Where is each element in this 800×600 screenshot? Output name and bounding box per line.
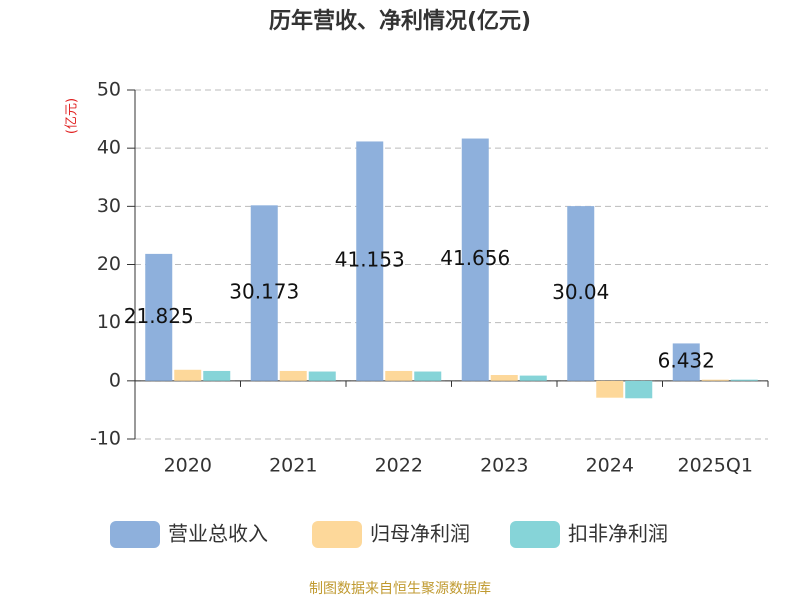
bar xyxy=(596,380,624,398)
y-tick-label: 30 xyxy=(97,195,121,217)
value-label: 41.153 xyxy=(335,248,405,272)
bar xyxy=(385,370,413,381)
legend-label: 营业总收入 xyxy=(168,522,268,546)
bar xyxy=(672,343,700,381)
bar xyxy=(490,375,518,381)
value-label: 41.656 xyxy=(440,246,510,270)
bar xyxy=(567,206,595,381)
value-label: 30.173 xyxy=(229,280,299,304)
y-tick-label: -10 xyxy=(90,428,121,450)
y-tick-label: 10 xyxy=(97,311,121,333)
source-note: 制图数据来自恒生聚源数据库 xyxy=(309,581,491,597)
legend-label: 归母净利润 xyxy=(370,522,470,546)
legend-swatch xyxy=(510,521,560,548)
legend-label: 扣非净利润 xyxy=(568,522,668,546)
bar xyxy=(174,369,202,381)
bar xyxy=(414,371,442,381)
bar xyxy=(701,379,729,381)
y-tick-label: 20 xyxy=(97,253,121,275)
bar xyxy=(625,380,653,399)
chart-title: 历年营收、净利情况(亿元) xyxy=(269,8,531,34)
bar xyxy=(356,141,384,381)
x-tick-label: 2022 xyxy=(375,455,423,477)
legend-swatch xyxy=(110,521,160,548)
y-tick-label: 0 xyxy=(109,369,121,391)
y-tick-label: 50 xyxy=(97,79,121,101)
bar xyxy=(279,370,307,381)
value-label: 6.432 xyxy=(658,349,715,373)
bar xyxy=(145,253,173,381)
x-tick-label: 2023 xyxy=(480,455,528,477)
bar xyxy=(519,375,547,381)
bar xyxy=(203,370,231,381)
value-label: 30.04 xyxy=(552,280,609,304)
bar xyxy=(308,371,336,381)
legend-swatch xyxy=(312,521,362,548)
value-label: 21.825 xyxy=(124,304,194,328)
x-tick-label: 2025Q1 xyxy=(678,455,753,477)
x-tick-label: 2020 xyxy=(164,455,212,477)
y-axis-label: (亿元) xyxy=(65,98,80,134)
x-tick-label: 2021 xyxy=(269,455,317,477)
y-tick-label: 40 xyxy=(97,137,121,159)
bar xyxy=(730,379,758,381)
x-tick-label: 2024 xyxy=(586,455,634,477)
bar xyxy=(250,205,278,381)
bar xyxy=(461,138,489,381)
